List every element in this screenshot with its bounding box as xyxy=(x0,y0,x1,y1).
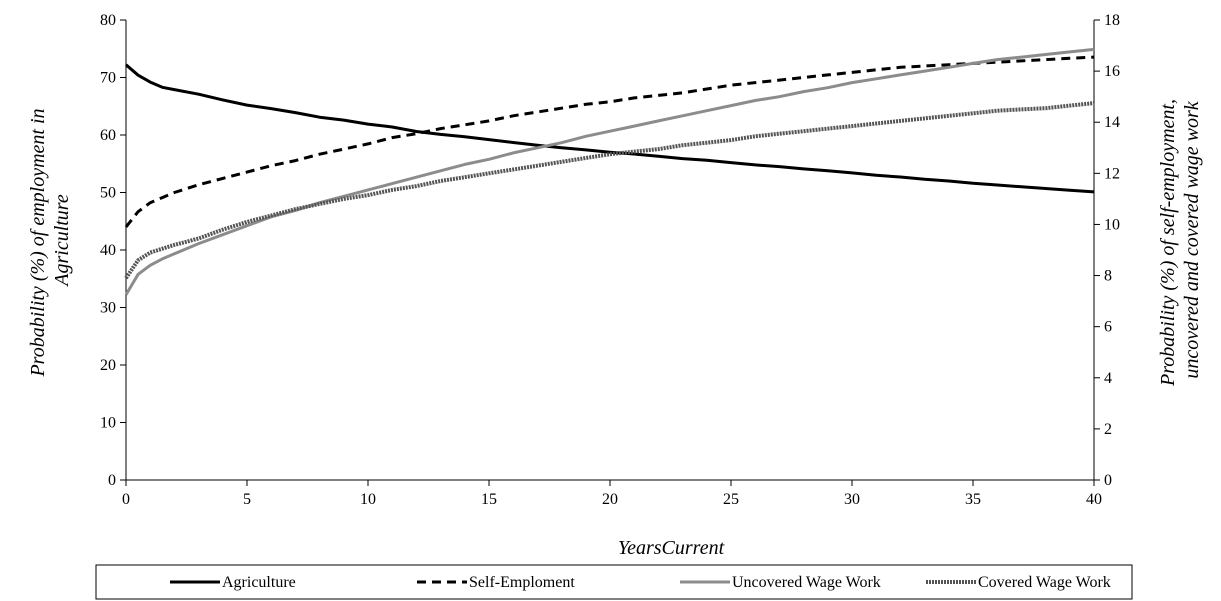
y-axis-left-title-line-1: Probability (%) of employment in xyxy=(27,108,49,377)
legend: Agriculture Self-Emploment Uncovered Wage … xyxy=(95,564,1133,600)
series-line-uncovered-wage-work xyxy=(124,47,1095,296)
y-right-tick-label: 8 xyxy=(1104,268,1112,285)
y-axis-right-title: Probability (%) of self-employment, unco… xyxy=(1157,94,1203,387)
series-line-agriculture xyxy=(125,63,1095,194)
x-axis-ticks: 0 5 10 15 20 25 30 35 40 xyxy=(122,480,1102,508)
y-right-tick-label: 0 xyxy=(1104,472,1112,489)
x-tick-label: 0 xyxy=(122,491,130,508)
legend-label-self-emploment: Self-Emploment xyxy=(469,574,575,591)
y-left-tick-label: 60 xyxy=(100,127,116,144)
y-left-tick-label: 80 xyxy=(100,12,116,29)
y-right-tick-label: 16 xyxy=(1104,63,1120,80)
y-axis-right-title-line-2: uncovered and covered wage work xyxy=(1181,100,1203,378)
y-right-tick-label: 18 xyxy=(1104,12,1120,29)
x-tick-label: 25 xyxy=(723,491,739,508)
y-axis-right-title-line-1: Probability (%) of self-employment, xyxy=(1157,99,1179,387)
x-tick-label: 5 xyxy=(243,491,251,508)
y-axis-left-title: Probability (%) of employment in Agricul… xyxy=(27,103,73,377)
x-tick-label: 40 xyxy=(1086,491,1102,508)
x-axis-title: YearsCurrent xyxy=(618,537,725,559)
x-tick-label: 15 xyxy=(481,491,497,508)
x-tick-label: 35 xyxy=(965,491,981,508)
y-left-tick-label: 20 xyxy=(100,357,116,374)
y-left-tick-label: 30 xyxy=(100,300,116,317)
y-left-tick-label: 70 xyxy=(100,70,116,87)
y-right-tick-label: 6 xyxy=(1104,319,1112,336)
x-tick-label: 10 xyxy=(360,491,376,508)
x-tick-label: 20 xyxy=(602,491,618,508)
y-left-tick-label: 40 xyxy=(100,242,116,259)
y-right-tick-label: 12 xyxy=(1104,165,1120,182)
y-right-tick-label: 10 xyxy=(1104,216,1120,233)
series-line-self-emploment xyxy=(124,55,1095,228)
y-right-tick-label: 14 xyxy=(1104,114,1120,131)
plot-frame xyxy=(125,20,1095,481)
y-right-tick-label: 4 xyxy=(1104,370,1112,387)
y-right-tick-label: 2 xyxy=(1104,421,1112,438)
series-lines xyxy=(124,47,1095,296)
y-axis-right-ticks: 0 2 4 6 8 10 12 14 16 18 xyxy=(1094,12,1120,489)
legend-label-covered-wage-work: Covered Wage Work xyxy=(978,574,1111,591)
y-axis-left-title-line-2: Agriculture xyxy=(51,194,73,288)
legend-label-agriculture: Agriculture xyxy=(222,574,296,591)
series-line-covered-wage-work xyxy=(124,101,1095,280)
y-axis-left-ticks: 0 10 20 30 40 50 60 70 80 xyxy=(100,12,126,489)
x-tick-label: 30 xyxy=(844,491,860,508)
y-left-tick-label: 10 xyxy=(100,415,116,432)
y-left-tick-label: 50 xyxy=(100,185,116,202)
y-left-tick-label: 0 xyxy=(108,472,116,489)
legend-label-uncovered-wage-work: Uncovered Wage Work xyxy=(732,574,881,591)
